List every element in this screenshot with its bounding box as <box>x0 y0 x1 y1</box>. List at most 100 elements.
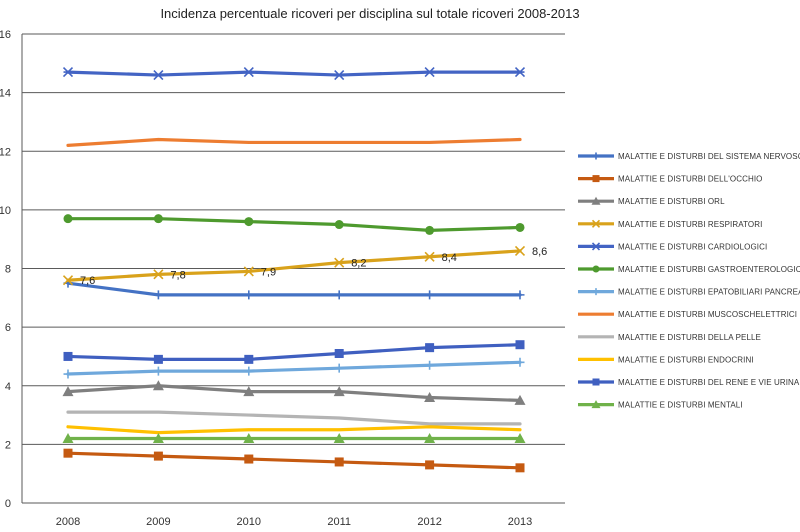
legend-label: MALATTIE E DISTURBI ORL <box>618 197 725 206</box>
data-point <box>243 67 254 78</box>
data-point <box>334 457 344 467</box>
data-label: 8,6 <box>532 246 547 258</box>
x-tick-label: 2013 <box>508 516 532 528</box>
series-11 <box>63 340 525 364</box>
data-point <box>425 343 435 353</box>
data-point <box>63 369 73 379</box>
series-2 <box>63 448 525 473</box>
data-point <box>333 433 345 444</box>
legend-entry: MALATTIE E DISTURBI ENDOCRINI <box>578 355 754 364</box>
data-point <box>153 269 164 280</box>
data-point <box>63 214 73 224</box>
series-line <box>66 249 522 282</box>
series-1 <box>63 278 525 300</box>
data-point <box>514 433 526 444</box>
data-label: 7,9 <box>261 266 276 278</box>
data-label: 7,6 <box>80 275 95 287</box>
y-tick-label: 8 <box>5 264 11 276</box>
data-point <box>244 454 254 464</box>
y-axis-ticks: 0 2 4 6 8 10 12 14 16 <box>0 29 11 510</box>
data-point <box>591 242 601 251</box>
data-point <box>153 366 163 376</box>
data-point <box>334 349 344 359</box>
data-point <box>153 69 164 81</box>
data-point <box>243 433 255 444</box>
data-point <box>334 257 345 268</box>
gridlines <box>22 33 565 445</box>
legend-label: MALATTIE E DISTURBI CARDIOLOGICI <box>618 242 767 251</box>
data-point <box>334 363 344 373</box>
y-tick-label: 14 <box>0 88 11 100</box>
legend-label: MALATTIE E DISTURBI DEL RENE E VIE URINA… <box>618 378 800 387</box>
series-line <box>66 70 522 77</box>
data-point <box>425 360 435 370</box>
legend-label: MALATTIE E DISTURBI MUSCOSCHELETTRICI <box>618 310 797 319</box>
data-point <box>244 290 254 300</box>
data-point <box>334 290 344 300</box>
series-9 <box>66 410 522 426</box>
data-point <box>591 196 601 205</box>
data-point <box>592 175 600 183</box>
series-8 <box>66 137 522 147</box>
legend-entry: MALATTIE E DISTURBI ORL <box>578 196 725 206</box>
data-point <box>63 351 73 361</box>
series-line <box>66 137 522 147</box>
data-point <box>243 386 255 397</box>
data-point <box>62 275 74 286</box>
x-tick-label: 2012 <box>417 516 441 528</box>
legend-entry: MALATTIE E DISTURBI EPATOBILIARI PANCREA… <box>578 288 800 297</box>
axes <box>21 34 565 504</box>
legend-entry: MALATTIE E DISTURBI MENTALI <box>578 400 743 410</box>
data-point <box>515 222 525 232</box>
data-label: 8,4 <box>442 252 457 264</box>
series-group <box>62 67 526 473</box>
data-point <box>62 67 74 78</box>
data-point <box>515 290 525 300</box>
data-point <box>514 67 526 78</box>
y-tick-label: 12 <box>0 146 11 158</box>
data-point <box>425 225 435 235</box>
legend-entry: MALATTIE E DISTURBI RESPIRATORI <box>578 219 762 229</box>
data-point <box>153 354 163 364</box>
data-point <box>334 220 344 230</box>
x-tick-label: 2010 <box>237 516 261 528</box>
data-point <box>424 433 436 444</box>
data-labels: 7,6 7,8 7,9 8,2 8,4 8,6 <box>80 246 547 287</box>
data-point <box>424 251 435 262</box>
legend-entry: MALATTIE E DISTURBI DEL SISTEMA NERVOSO <box>578 152 800 161</box>
chart-title: Incidenza percentuale ricoveri per disci… <box>160 6 579 21</box>
legend-label: MALATTIE E DISTURBI EPATOBILIARI PANCREA… <box>618 288 800 297</box>
legend: MALATTIE E DISTURBI DEL SISTEMA NERVOSO M… <box>578 152 800 410</box>
data-point <box>153 290 163 300</box>
series-line <box>66 281 522 297</box>
data-point <box>243 266 254 277</box>
x-tick-label: 2011 <box>327 516 351 528</box>
data-label: 8,2 <box>351 258 366 270</box>
data-point <box>153 451 163 461</box>
y-tick-label: 10 <box>0 205 11 217</box>
data-point <box>62 386 74 397</box>
legend-entry: MALATTIE E DISTURBI DELL'OCCHIO <box>578 175 762 184</box>
series-line <box>66 343 522 361</box>
series-5 <box>62 67 526 81</box>
data-point <box>515 463 525 473</box>
y-tick-label: 4 <box>5 381 11 393</box>
series-line <box>66 410 522 426</box>
legend-entry: MALATTIE E DISTURBI MUSCOSCHELETTRICI <box>578 310 797 319</box>
legend-entry: MALATTIE E DISTURBI GASTROENTEROLOGICI <box>578 265 800 274</box>
data-point <box>592 288 600 296</box>
data-point <box>334 69 345 81</box>
x-axis-ticks: 2008 2009 2010 2011 2012 2013 <box>56 516 532 528</box>
data-point <box>514 245 526 256</box>
series-line <box>66 360 522 376</box>
data-point <box>244 354 254 364</box>
data-point <box>152 380 164 391</box>
data-point <box>425 460 435 470</box>
x-tick-label: 2009 <box>146 516 170 528</box>
data-point <box>63 448 73 458</box>
y-tick-label: 2 <box>5 439 11 451</box>
series-6 <box>63 214 525 235</box>
y-tick-label: 6 <box>5 322 11 334</box>
data-point <box>244 366 254 376</box>
series-4 <box>62 245 526 286</box>
